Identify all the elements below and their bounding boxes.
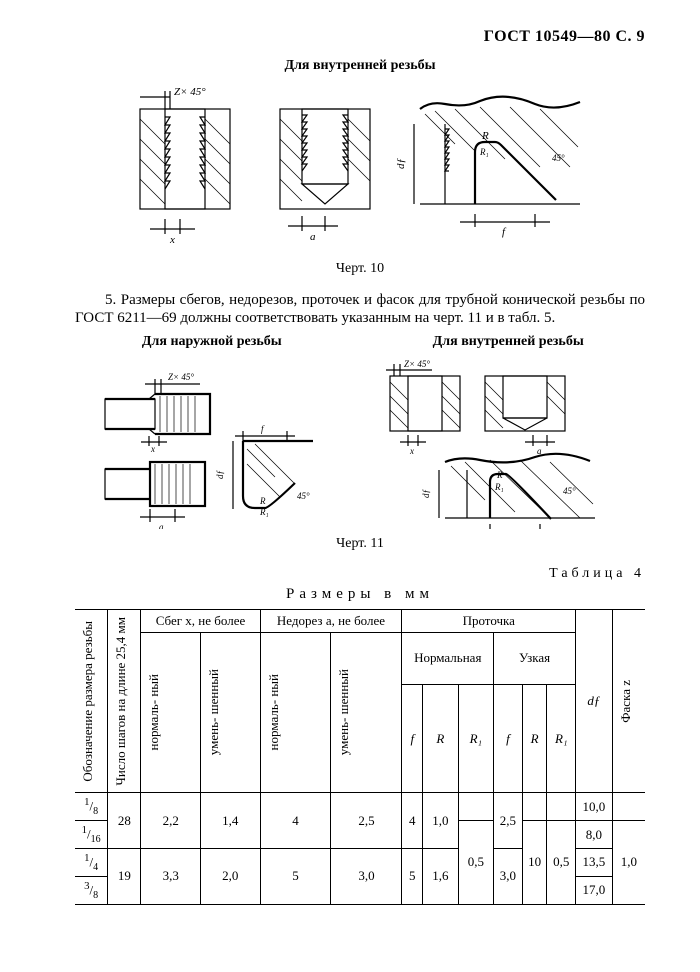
label-zx45-l: Z× 45° [168, 372, 194, 382]
cell-size: 1/16 [75, 821, 108, 849]
cell-ned_n: 5 [260, 849, 331, 905]
label-a-l: a [159, 522, 164, 529]
paragraph-5: 5. Размеры сбегов, недорезов, проточек и… [75, 291, 645, 328]
label-R1: R₁ [479, 147, 489, 157]
th-sbeg: Сбег x, не более [141, 609, 260, 632]
page-header: ГОСТ 10549—80 С. 9 [75, 28, 645, 46]
cell-sbeg_n: 2,2 [141, 793, 201, 849]
label-45-r: 45° [563, 486, 576, 496]
cell-pu_f: 3,0 [494, 849, 523, 905]
label-df-l: dƒ [215, 469, 225, 479]
th-steps: Число шагов на длине 25,4 мм [111, 613, 131, 790]
th-ned-u: умень- шенный [334, 665, 354, 759]
label-R1-r: R₁ [494, 482, 504, 492]
cell-pn_f: 5 [402, 849, 423, 905]
cell-faska [612, 793, 645, 821]
label-f-l: f [261, 424, 265, 434]
figure-10-caption: Черт. 10 [75, 261, 645, 277]
th-sbeg-n: нормаль- ный [144, 670, 164, 754]
cell-ned_u: 2,5 [331, 793, 402, 849]
label-f: f [502, 226, 507, 238]
figure-11: Z× 45° x [75, 354, 645, 534]
label-a: a [310, 231, 316, 243]
table4-title: Размеры в мм [75, 586, 645, 603]
cell-df: 8,0 [576, 821, 613, 849]
label-45: 45° [552, 153, 565, 163]
th-protochka: Проточка [402, 609, 576, 632]
cell-df: 17,0 [576, 876, 613, 904]
label-45-l: 45° [297, 491, 310, 501]
cell-pn_R1: 0,5 [458, 821, 494, 905]
th-df: dƒ [587, 693, 600, 708]
th-pn-R1: R₁ [470, 731, 482, 746]
label-R1-l: R₁ [259, 507, 269, 517]
cell-steps: 19 [108, 849, 141, 905]
th-pn-R: R [436, 731, 444, 746]
label-R: R [481, 130, 489, 142]
cell-pn_R1 [458, 793, 494, 821]
col-right-title: Для внутренней резьбы [371, 334, 645, 350]
label-R-r: R [496, 470, 503, 480]
section-title-top: Для внутренней резьбы [75, 58, 645, 74]
label-zx45: Z× 45° [174, 86, 206, 98]
label-df-r: dƒ [421, 488, 431, 498]
th-nedorez: Недорез a, не более [260, 609, 402, 632]
th-pu-R: R [531, 731, 539, 746]
cell-size: 3/8 [75, 876, 108, 904]
cell-df: 10,0 [576, 793, 613, 821]
th-pu-R1: R₁ [555, 731, 567, 746]
label-df: dƒ [395, 158, 407, 170]
th-pu-f: f [506, 731, 510, 746]
cell-sbeg_u: 1,4 [200, 793, 260, 849]
th-pn-f: f [410, 731, 414, 746]
label-R-l: R [259, 496, 266, 506]
label-x: x [169, 234, 175, 246]
cell-steps: 28 [108, 793, 141, 849]
cell-faska: 1,0 [612, 821, 645, 905]
cell-pu_R1 [547, 793, 576, 821]
th-norm: Нормальная [402, 632, 494, 685]
col-left-title: Для наружной резьбы [75, 334, 349, 350]
figure-10: Z× 45° x [75, 84, 645, 259]
cell-sbeg_n: 3,3 [141, 849, 201, 905]
label-x-r: x [409, 446, 414, 456]
th-faska: Фаска z [616, 676, 636, 727]
cell-pu_R1: 0,5 [547, 821, 576, 905]
cell-pu_R: 10 [522, 821, 547, 905]
table4-label: Таблица 4 [75, 566, 645, 582]
th-size: Обозначение размера резьбы [78, 617, 98, 786]
fig11-titles: Для наружной резьбы Для внутренней резьб… [75, 334, 645, 350]
cell-pu_R [522, 793, 547, 821]
cell-size: 1/8 [75, 793, 108, 821]
label-x-l: x [150, 444, 155, 454]
cell-pu_f: 2,5 [494, 793, 523, 849]
cell-ned_u: 3,0 [331, 849, 402, 905]
figure-11-caption: Черт. 11 [75, 536, 645, 552]
cell-df: 13,5 [576, 849, 613, 877]
table-row: 1/8282,21,442,541,0 2,5 10,0 [75, 793, 645, 821]
cell-pn_R: 1,6 [423, 849, 459, 905]
label-zx45-r: Z× 45° [404, 359, 430, 369]
cell-sbeg_u: 2,0 [200, 849, 260, 905]
table-4: Обозначение размера резьбы Число шагов н… [75, 609, 645, 905]
th-ned-n: нормаль- ный [264, 670, 284, 754]
cell-ned_n: 4 [260, 793, 331, 849]
cell-pn_R: 1,0 [423, 793, 459, 849]
th-uzk: Узкая [494, 632, 576, 685]
th-sbeg-u: умень- шенный [204, 665, 224, 759]
cell-pn_f: 4 [402, 793, 423, 849]
cell-size: 1/4 [75, 849, 108, 877]
